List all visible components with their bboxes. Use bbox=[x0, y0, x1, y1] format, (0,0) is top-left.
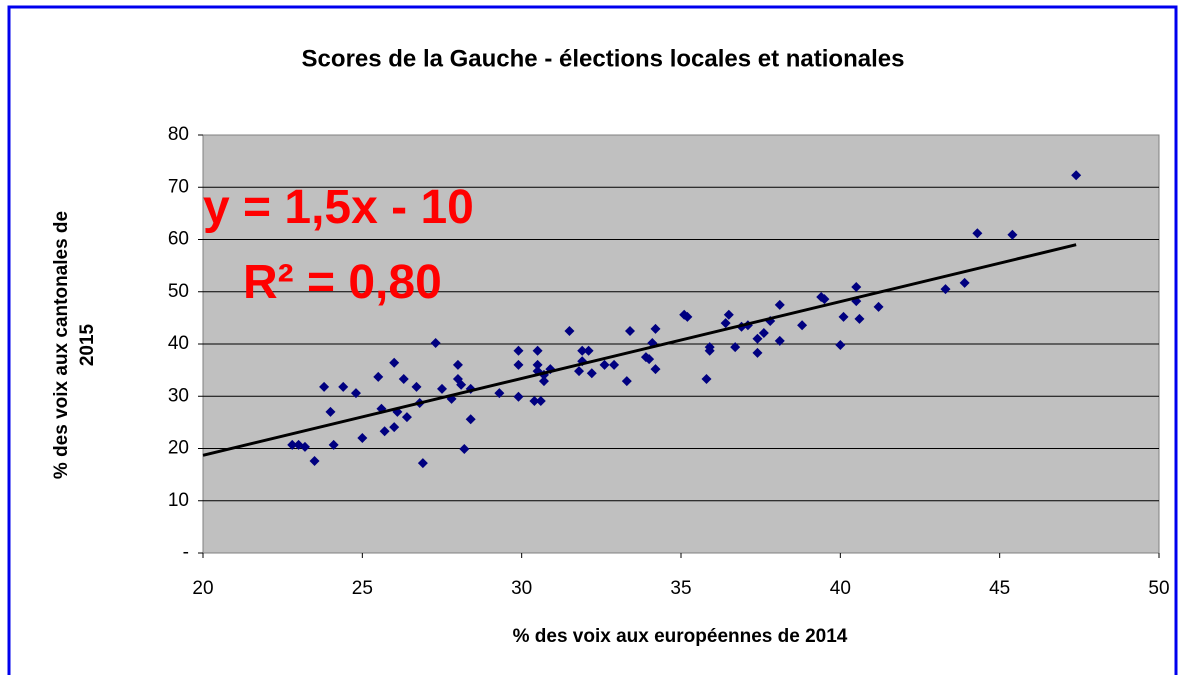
data-point bbox=[538, 376, 549, 387]
data-point bbox=[752, 347, 763, 358]
trendline bbox=[202, 243, 1077, 457]
data-point bbox=[625, 325, 636, 336]
data-point bbox=[940, 284, 951, 295]
data-point bbox=[704, 342, 715, 353]
data-point bbox=[430, 337, 441, 348]
data-point bbox=[730, 342, 741, 353]
data-point bbox=[350, 388, 361, 399]
y-tick-label: 10 bbox=[168, 490, 189, 511]
y-tick-label: 70 bbox=[168, 176, 189, 197]
data-point bbox=[389, 422, 400, 433]
data-point bbox=[417, 458, 428, 469]
data-point bbox=[1071, 170, 1082, 181]
data-point bbox=[854, 313, 865, 324]
data-point bbox=[838, 311, 849, 322]
data-point bbox=[456, 379, 467, 390]
data-point bbox=[774, 335, 785, 346]
x-tick-label: 35 bbox=[670, 578, 691, 599]
data-point bbox=[389, 357, 400, 368]
data-point bbox=[357, 433, 368, 444]
y-tick-label: 60 bbox=[168, 229, 189, 250]
data-point bbox=[401, 412, 412, 423]
data-point bbox=[586, 368, 597, 379]
y-tick-label: 20 bbox=[168, 438, 189, 459]
chart-frame bbox=[7, 5, 1178, 675]
data-point bbox=[774, 299, 785, 310]
x-tick-label: 45 bbox=[989, 578, 1010, 599]
data-point bbox=[723, 309, 734, 320]
data-point bbox=[819, 294, 830, 305]
data-point bbox=[959, 277, 970, 288]
data-point bbox=[574, 366, 585, 377]
data-point bbox=[644, 354, 655, 365]
data-point bbox=[532, 345, 543, 356]
data-point bbox=[758, 328, 769, 339]
x-axis-label: % des voix aux européennes de 2014 bbox=[513, 626, 848, 647]
data-point bbox=[873, 301, 884, 312]
data-point bbox=[319, 381, 330, 392]
data-point bbox=[452, 359, 463, 370]
data-point bbox=[564, 325, 575, 336]
data-point bbox=[287, 439, 298, 450]
data-point bbox=[338, 381, 349, 392]
data-point bbox=[682, 311, 693, 322]
data-point bbox=[328, 439, 339, 450]
data-point bbox=[459, 444, 470, 455]
data-point bbox=[972, 228, 983, 239]
data-point bbox=[583, 345, 594, 356]
data-point bbox=[411, 381, 422, 392]
y-tick-label: 80 bbox=[168, 124, 189, 145]
r-squared: R² = 0,80 bbox=[243, 256, 442, 309]
y-tick-label: - bbox=[183, 542, 189, 563]
data-point bbox=[1007, 229, 1018, 240]
data-point bbox=[465, 414, 476, 425]
y-tick-label: 50 bbox=[168, 281, 189, 302]
data-point bbox=[752, 333, 763, 344]
data-point bbox=[797, 320, 808, 331]
chart-title: Scores de la Gauche - élections locales … bbox=[302, 45, 905, 72]
equation: y = 1,5x - 10 bbox=[203, 181, 474, 234]
y-axis-label: % des voix aux cantonales de bbox=[51, 211, 72, 479]
data-point bbox=[309, 456, 320, 467]
data-point bbox=[701, 374, 712, 385]
data-point bbox=[513, 345, 524, 356]
data-point bbox=[650, 364, 661, 375]
x-tick-label: 40 bbox=[830, 578, 851, 599]
data-point bbox=[577, 345, 588, 356]
data-point bbox=[650, 323, 661, 334]
data-point bbox=[835, 340, 846, 351]
y-tick-label: 40 bbox=[168, 333, 189, 354]
data-point bbox=[494, 388, 505, 399]
data-point bbox=[720, 318, 731, 329]
data-point bbox=[609, 359, 620, 370]
data-point bbox=[513, 391, 524, 402]
data-point bbox=[535, 395, 546, 406]
data-point bbox=[437, 383, 447, 394]
y-axis-label: 2015 bbox=[77, 323, 98, 366]
data-point bbox=[599, 359, 610, 370]
x-tick-label: 20 bbox=[192, 578, 213, 599]
data-point bbox=[851, 282, 862, 293]
data-point bbox=[379, 426, 390, 437]
data-point bbox=[325, 406, 336, 417]
data-point bbox=[513, 359, 524, 370]
x-tick-label: 50 bbox=[1148, 578, 1169, 599]
x-tick-label: 30 bbox=[511, 578, 532, 599]
data-point bbox=[532, 359, 543, 370]
y-tick-label: 30 bbox=[168, 385, 189, 406]
data-point bbox=[398, 374, 409, 385]
data-point bbox=[299, 441, 310, 452]
data-point bbox=[621, 376, 632, 387]
data-point bbox=[529, 395, 540, 406]
data-point bbox=[373, 371, 384, 382]
x-tick-label: 25 bbox=[352, 578, 373, 599]
